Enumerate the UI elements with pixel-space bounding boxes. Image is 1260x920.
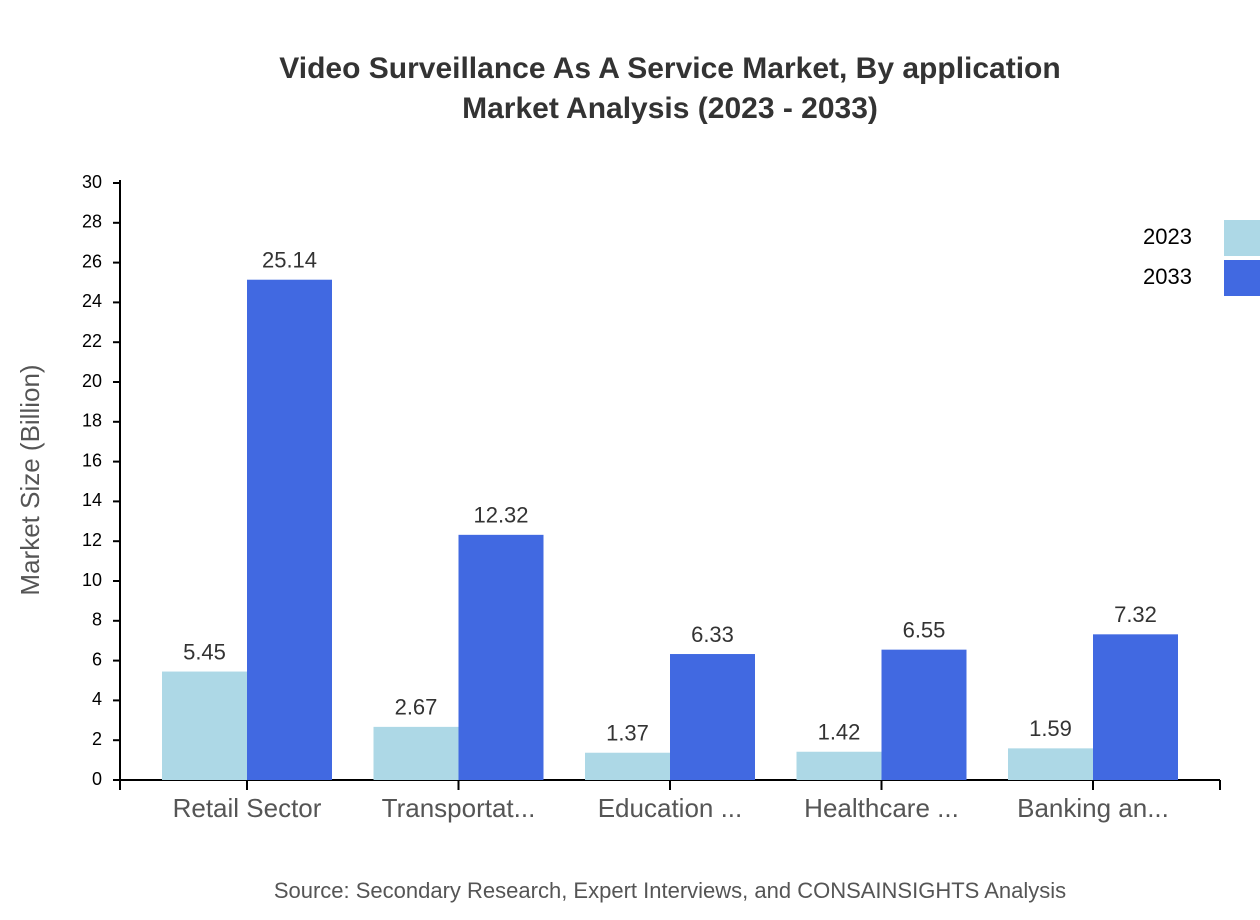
legend-label: 2033 — [1143, 264, 1192, 289]
y-tick-label: 20 — [82, 371, 102, 391]
value-label: 1.42 — [818, 720, 861, 745]
bar — [670, 654, 755, 780]
value-label: 6.55 — [903, 617, 946, 642]
legend-label: 2023 — [1143, 224, 1192, 249]
bar — [1008, 748, 1093, 780]
source-note: Source: Secondary Research, Expert Inter… — [274, 878, 1066, 903]
x-tick-label: Education ... — [598, 793, 743, 823]
y-tick-label: 24 — [82, 291, 102, 311]
y-tick-label: 6 — [92, 649, 102, 669]
y-tick-label: 0 — [92, 769, 102, 789]
legend-swatch — [1224, 260, 1260, 296]
legend-swatch — [1224, 220, 1260, 256]
bar — [796, 751, 882, 780]
y-tick-label: 18 — [82, 411, 102, 431]
chart-subtitle: Market Analysis (2023 - 2033) — [462, 92, 878, 125]
y-tick-label: 22 — [82, 331, 102, 351]
value-label: 5.45 — [183, 639, 226, 664]
x-tick-label: Banking an... — [1017, 793, 1169, 823]
y-axis-label: Market Size (Billion) — [15, 364, 45, 595]
x-tick-label: Healthcare ... — [804, 793, 959, 823]
y-tick-label: 30 — [82, 172, 102, 192]
value-label: 12.32 — [473, 503, 528, 528]
value-label: 1.37 — [606, 721, 649, 746]
bar — [585, 752, 670, 780]
y-tick-label: 10 — [82, 570, 102, 590]
value-label: 6.33 — [691, 622, 734, 647]
y-tick-label: 2 — [92, 729, 102, 749]
bar — [247, 279, 332, 780]
bar — [458, 534, 544, 780]
bar — [881, 649, 967, 780]
bar — [1093, 634, 1178, 780]
y-tick-label: 8 — [92, 610, 102, 630]
value-label: 1.59 — [1029, 716, 1072, 741]
bar — [162, 671, 247, 780]
y-tick-label: 12 — [82, 530, 102, 550]
y-tick-label: 14 — [82, 490, 102, 510]
value-label: 25.14 — [262, 248, 317, 273]
y-tick-label: 16 — [82, 450, 102, 470]
value-label: 2.67 — [395, 695, 438, 720]
chart-title: Video Surveillance As A Service Market, … — [279, 52, 1060, 85]
bar — [373, 726, 459, 780]
y-tick-label: 4 — [92, 689, 102, 709]
y-tick-label: 28 — [82, 212, 102, 232]
x-tick-label: Transportat... — [382, 793, 536, 823]
x-tick-label: Retail Sector — [173, 793, 322, 823]
y-tick-label: 26 — [82, 251, 102, 271]
value-label: 7.32 — [1114, 602, 1157, 627]
